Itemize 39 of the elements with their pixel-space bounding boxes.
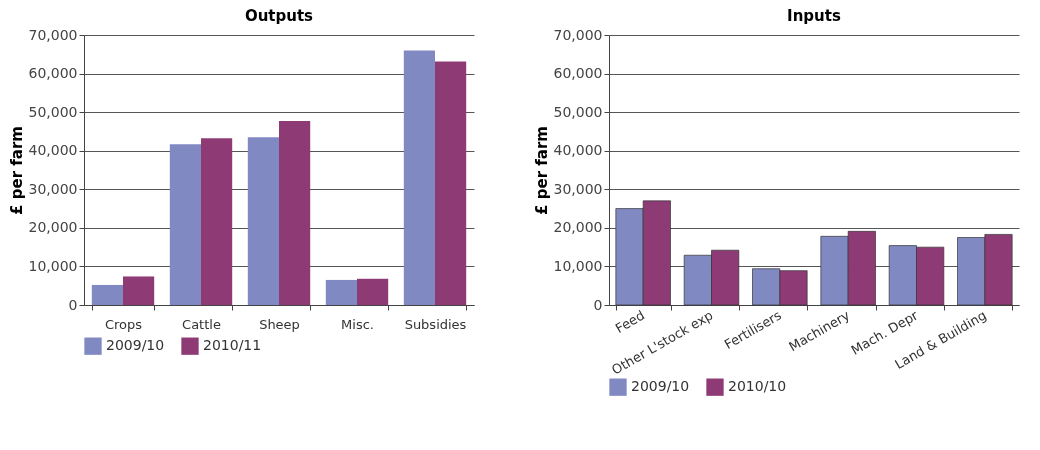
y-tick-label: 30,000 (28, 180, 78, 197)
y-axis-title: £ per farm (532, 126, 551, 215)
x-tick-label: Crops (104, 316, 143, 332)
y-tick-label: 0 (593, 296, 603, 313)
bar (91, 284, 123, 305)
y-tick-label: 50,000 (553, 103, 603, 120)
bar (357, 278, 389, 305)
y-tick-label: 40,000 (553, 142, 603, 159)
legend-label: 2009/10 (106, 337, 165, 354)
legend-label: 2010/10 (728, 378, 787, 395)
y-tick-label: 50,000 (28, 103, 78, 120)
y-tick-label: 40,000 (28, 142, 78, 159)
x-tick-label: Subsidies (404, 316, 467, 332)
chart-title: Inputs (787, 7, 841, 25)
legend-label: 2010/11 (203, 337, 262, 354)
bar (123, 276, 155, 305)
x-tick-label: Sheep (259, 316, 300, 332)
bar (325, 279, 357, 305)
y-tick-label: 60,000 (553, 65, 603, 82)
bar (279, 121, 311, 305)
bar (247, 137, 279, 305)
y-tick-label: 70,000 (28, 26, 78, 43)
y-tick-label: 10,000 (553, 257, 603, 274)
y-tick-label: 60,000 (28, 65, 78, 82)
bar (201, 138, 233, 305)
chart-title: Outputs (244, 7, 314, 25)
y-tick-label: 10,000 (28, 257, 78, 274)
bar (169, 144, 201, 305)
legend-label: 2009/10 (631, 378, 690, 395)
y-axis-title: £ per farm (7, 126, 26, 215)
y-tick-label: 20,000 (28, 219, 78, 236)
y-tick-label: 20,000 (553, 219, 603, 236)
y-tick-label: 70,000 (553, 26, 603, 43)
y-tick-label: 0 (68, 296, 78, 313)
x-tick-label: Cattle (182, 316, 221, 332)
bar (403, 50, 435, 305)
y-tick-label: 30,000 (553, 180, 603, 197)
x-tick-label: Misc. (341, 316, 374, 332)
bar (435, 61, 467, 305)
